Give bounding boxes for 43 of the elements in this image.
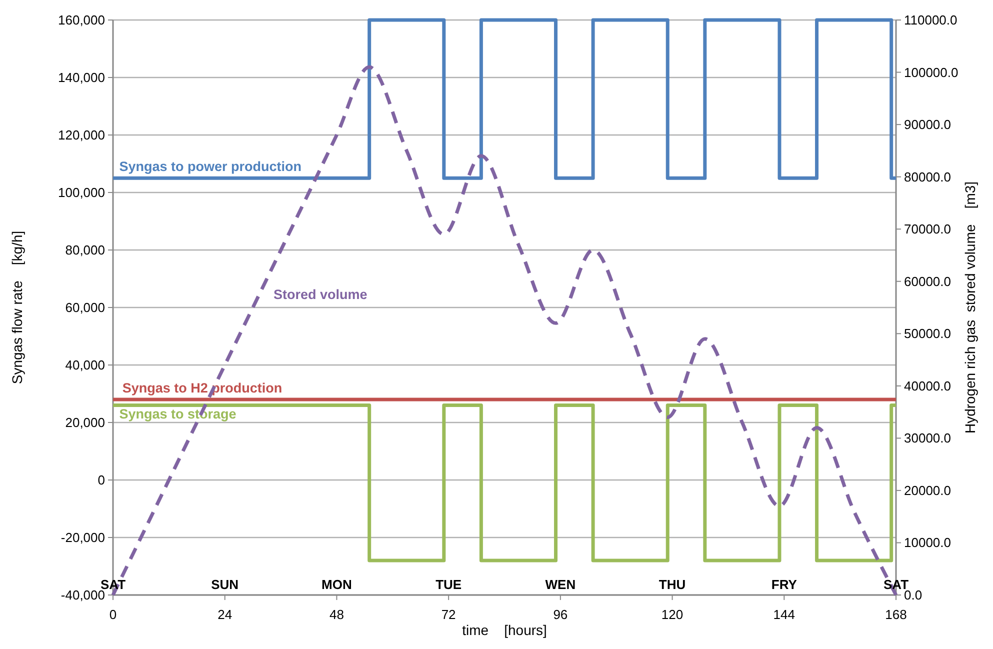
- y-tick-label: 160,000: [58, 12, 105, 28]
- y-tick-label: 0: [98, 472, 105, 488]
- series-label: Syngas to power production: [119, 159, 302, 174]
- series-label: Syngas to storage: [119, 406, 237, 422]
- y-tick-label: 140,000: [58, 70, 105, 85]
- y2-tick-label: 50000.0: [904, 326, 951, 342]
- x-tick-label: 120: [661, 607, 684, 622]
- annotation: MON: [322, 577, 352, 592]
- y2-tick-label: 0.0: [904, 588, 922, 602]
- x-tick-label: 0: [109, 607, 117, 622]
- y-tick-label: 100,000: [58, 185, 105, 200]
- y2-axis-title: Hydrogen rich gas stored volume [m3]: [962, 181, 978, 434]
- y2-tick-label: 70000.0: [904, 222, 951, 237]
- y-tick-label: -20,000: [60, 530, 105, 545]
- annotation: FRY: [771, 577, 798, 592]
- y-tick-label: 80,000: [65, 242, 105, 258]
- annotation: WEN: [545, 577, 576, 592]
- y2-tick-label: 20000.0: [904, 482, 951, 498]
- x-tick-label: 48: [329, 607, 344, 622]
- x-tick-label: 144: [773, 607, 795, 622]
- annotation: SUN: [211, 577, 239, 592]
- x-axis-title: time [hours]: [462, 622, 547, 638]
- series-label: Stored volume: [274, 286, 368, 302]
- y-tick-label: 40,000: [65, 358, 105, 372]
- y-tick-label: 20,000: [65, 415, 105, 430]
- y2-tick-label: 10000.0: [904, 535, 951, 550]
- y2-tick-label: 30000.0: [904, 430, 951, 446]
- y2-tick-label: 60000.0: [904, 274, 951, 289]
- y2-tick-label: 100000.0: [904, 64, 958, 80]
- x-tick-label: 72: [441, 607, 456, 622]
- y-tick-label: 60,000: [65, 300, 105, 315]
- x-tick-label: 168: [885, 607, 907, 622]
- series-label: Syngas to H2 production: [122, 380, 282, 396]
- x-tick-label: 96: [553, 607, 568, 622]
- annotation: TUE: [436, 577, 462, 592]
- y-tick-label: 120,000: [58, 128, 105, 142]
- y2-tick-label: 40000.0: [904, 378, 951, 394]
- y2-tick-label: 80000.0: [904, 169, 951, 184]
- y-axis-title: Syngas flow rate [kg/h]: [9, 230, 25, 384]
- y2-tick-label: 90000.0: [904, 117, 951, 132]
- annotation: THU: [658, 577, 686, 592]
- y2-tick-label: 110000.0: [904, 12, 958, 28]
- x-tick-label: 24: [218, 607, 232, 622]
